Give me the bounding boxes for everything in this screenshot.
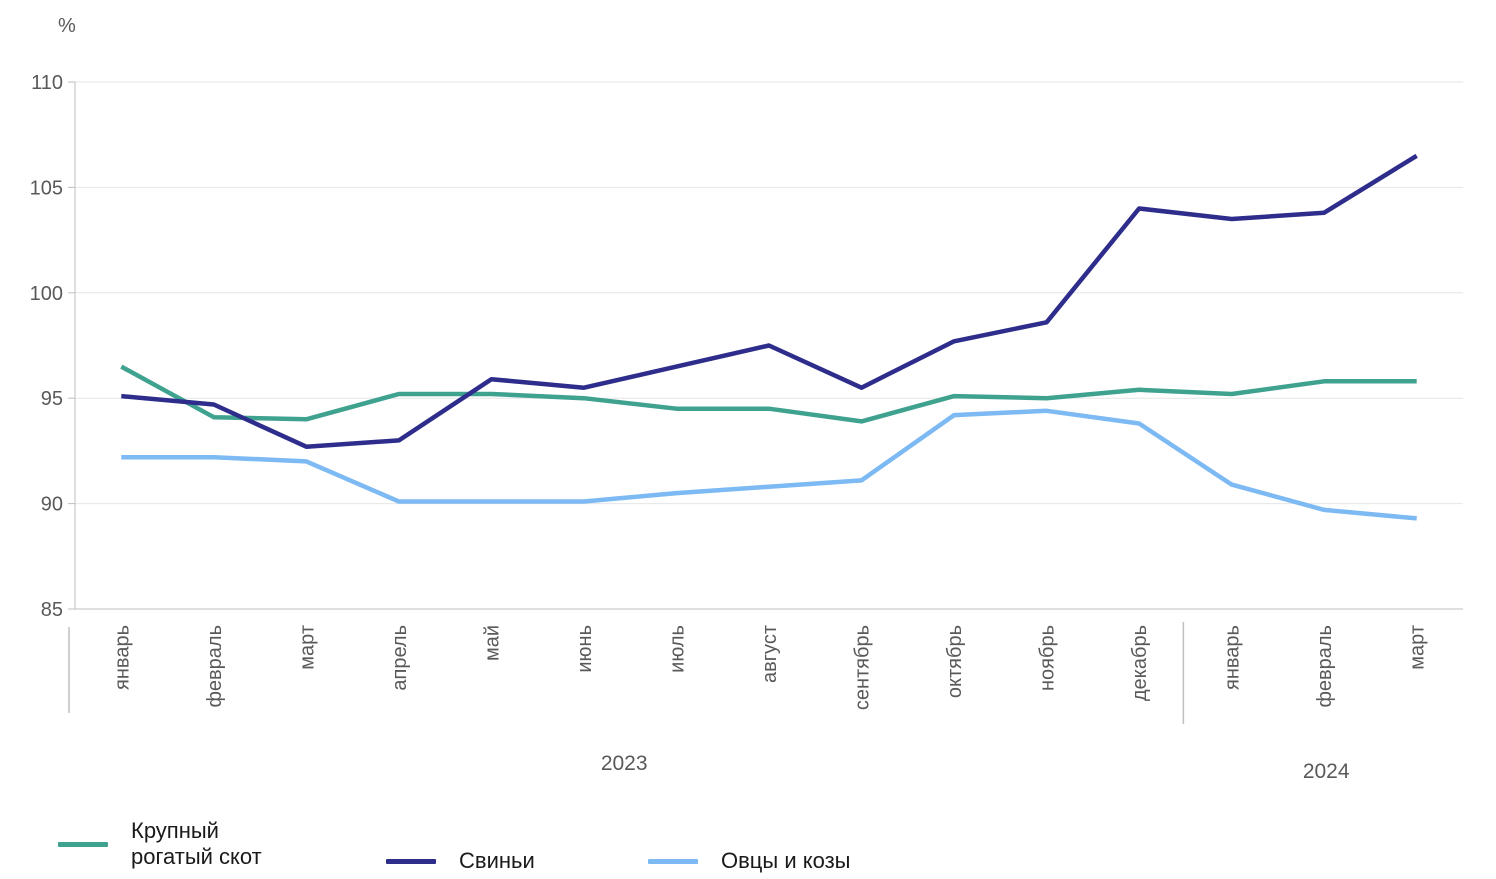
y-tick-label: 90 xyxy=(41,494,63,516)
x-tick-label: сентябрь xyxy=(852,625,874,710)
x-tick-label: май xyxy=(481,625,503,661)
year-label-2024: 2024 xyxy=(1303,760,1350,783)
y-tick-label: 100 xyxy=(30,283,63,305)
x-tick-label: январь xyxy=(1222,625,1244,690)
y-axis-unit: % xyxy=(58,15,76,37)
x-tick-label: февраль xyxy=(204,625,226,708)
y-tick-label: 105 xyxy=(30,177,63,199)
x-tick-label: август xyxy=(759,625,781,683)
x-tick-label: ноябрь xyxy=(1037,625,1059,691)
year-label-2023: 2023 xyxy=(601,752,648,775)
x-tick-label: июнь xyxy=(574,625,596,673)
y-tick-label: 85 xyxy=(41,599,63,621)
tick-labels: 110 105 100 95 90 85% январь февраль март апрель м… xyxy=(30,15,1429,783)
x-tick-label: декабрь xyxy=(1129,625,1151,701)
gridlines xyxy=(75,81,1463,505)
series-line-sheep-goats xyxy=(121,408,1417,521)
axes xyxy=(68,81,1463,724)
x-tick-label: март xyxy=(296,625,318,670)
x-tick-label: июль xyxy=(666,625,688,673)
y-tick-label: 95 xyxy=(41,388,63,410)
series-line-pigs xyxy=(121,153,1418,449)
x-tick-label: октябрь xyxy=(944,625,966,698)
x-tick-label: апрель xyxy=(389,625,411,691)
x-tick-label: январь xyxy=(111,625,133,690)
y-tick-label: 110 xyxy=(31,72,63,94)
x-tick-label: февраль xyxy=(1314,625,1336,708)
series-lines xyxy=(120,153,1418,521)
x-tick-label: март xyxy=(1407,625,1429,670)
series-line-cattle xyxy=(120,364,1417,424)
